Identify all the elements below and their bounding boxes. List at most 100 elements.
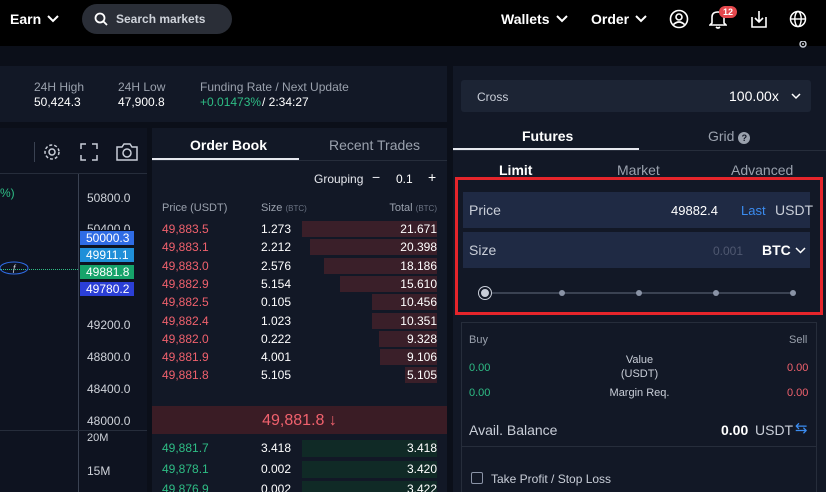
bid-size: 0.002: [261, 461, 292, 476]
chart-settings-button[interactable]: [42, 142, 62, 165]
column-header-price: Price (USDT): [162, 202, 228, 214]
tab-grid[interactable]: Grid ?: [708, 128, 751, 144]
ask-price: 49,882.4: [162, 313, 209, 328]
fullscreen-button[interactable]: [80, 143, 98, 164]
ask-size: 0.222: [261, 331, 292, 346]
order-menu[interactable]: Order: [591, 11, 647, 27]
ask-row[interactable]: 49,883.5 1.273 21.671: [152, 220, 447, 238]
ask-row[interactable]: 49,881.8 5.105 5.105: [152, 366, 447, 384]
ask-price: 49,882.5: [162, 295, 209, 310]
bid-total: 3.418: [406, 441, 437, 455]
leverage-value: 100.00x: [729, 88, 779, 104]
volume-axis-tick: 15M: [87, 464, 111, 478]
svg-text:ƒ: ƒ: [12, 263, 17, 273]
price-label: Price: [469, 202, 501, 218]
size-unit-selector[interactable]: BTC: [762, 242, 791, 258]
price-input[interactable]: Price 49882.4 Last USDT: [463, 192, 813, 228]
depth-bar: [302, 481, 437, 492]
buy-margin: 0.00: [469, 387, 491, 399]
order-form-panel: Cross 100.00x Futures Grid ? Limit Marke…: [453, 66, 826, 492]
sell-header: Sell: [789, 334, 808, 346]
chevron-down-icon: [791, 93, 801, 100]
slider-step-25[interactable]: [559, 290, 565, 296]
ask-row[interactable]: 49,881.9 4.001 9.106: [152, 348, 447, 366]
ask-row[interactable]: 49,883.0 2.576 18.186: [152, 257, 447, 275]
tpsl-checkbox[interactable]: [471, 472, 483, 484]
order-type-limit[interactable]: Limit: [499, 162, 533, 178]
highlight-frame: [455, 177, 823, 315]
chart-toolbar: [0, 128, 147, 174]
search-markets-input[interactable]: Search markets: [82, 4, 232, 34]
ask-price: 49,883.5: [162, 222, 209, 236]
transfer-icon[interactable]: ⇆: [795, 420, 808, 437]
download-button[interactable]: [748, 8, 770, 30]
wallets-menu[interactable]: Wallets: [501, 11, 568, 27]
size-input[interactable]: Size 0.001 BTC: [463, 232, 810, 268]
grouping-increase-button[interactable]: +: [428, 169, 437, 185]
price-chart-panel[interactable]: %) ƒ 50800.0 50400.0 50000.3 49911.1 498…: [0, 128, 147, 492]
ask-row[interactable]: 49,882.9 5.154 15.610: [152, 275, 447, 293]
ask-row[interactable]: 49,882.0 0.222 9.328: [152, 330, 447, 348]
ask-price: 49,881.8: [162, 368, 209, 383]
bid-row[interactable]: 49,881.7 3.418 3.418: [152, 439, 447, 457]
bid-row[interactable]: 49,878.1 0.002 3.420: [152, 460, 447, 478]
bid-total: 3.422: [406, 482, 437, 492]
depth-bar: [379, 330, 437, 347]
24h-low-value: 47,900.8: [118, 95, 165, 109]
price-tag-mark: 49911.1: [80, 248, 134, 262]
ask-price: 49,882.9: [162, 276, 209, 291]
earn-menu[interactable]: Earn: [10, 11, 59, 27]
account-button[interactable]: [668, 8, 690, 30]
column-header-size: Size (BTC): [261, 202, 307, 214]
column-header-total-label: Total: [389, 202, 413, 214]
tab-recent-trades[interactable]: Recent Trades: [329, 137, 421, 153]
slider-step-75[interactable]: [713, 290, 719, 296]
ask-total: 15.610: [400, 276, 437, 291]
bid-size: 0.002: [261, 482, 292, 492]
24h-high-label: 24H High: [34, 80, 85, 94]
size-slider-handle[interactable]: [479, 287, 491, 299]
price-value: 49882.4: [671, 203, 718, 218]
chevron-down-icon: [635, 15, 647, 23]
bid-size: 3.418: [261, 441, 292, 455]
slider-step-100[interactable]: [790, 290, 796, 296]
avail-balance-label: Avail. Balance: [469, 422, 558, 438]
ask-price: 49,882.0: [162, 331, 209, 346]
ask-size: 5.154: [261, 276, 292, 291]
ask-row[interactable]: 49,883.1 2.212 20.398: [152, 238, 447, 256]
tab-futures[interactable]: Futures: [522, 128, 574, 144]
last-price-line: [0, 269, 78, 270]
download-icon: [751, 11, 767, 28]
slider-step-50[interactable]: [636, 290, 642, 296]
snapshot-button[interactable]: [116, 143, 138, 164]
chart-change-fragment: %): [0, 186, 15, 200]
order-type-advanced[interactable]: Advanced: [731, 162, 794, 178]
ask-size: 2.576: [261, 258, 292, 273]
depth-bar: [324, 257, 437, 274]
ask-row[interactable]: 49,882.4 1.023 10.351: [152, 312, 447, 330]
order-type-market[interactable]: Market: [617, 162, 660, 178]
tab-divider: [453, 150, 826, 151]
active-tab-indicator: [152, 158, 299, 160]
column-header-total: Total (BTC): [389, 202, 437, 214]
bid-row[interactable]: 49,876.9 0.002 3.422: [152, 480, 447, 492]
language-button[interactable]: [787, 8, 809, 30]
grouping-decrease-button[interactable]: −: [372, 169, 381, 185]
tab-order-book[interactable]: Order Book: [190, 137, 268, 153]
price-tag-last: 49881.8: [80, 265, 134, 279]
next-update-countdown: / 2:34:27: [262, 95, 309, 109]
order-label: Order: [591, 11, 630, 27]
search-icon: [94, 12, 108, 26]
ask-row[interactable]: 49,882.5 0.105 10.456: [152, 293, 447, 311]
depth-bar: [310, 239, 437, 256]
size-placeholder: 0.001: [713, 244, 744, 258]
layout-settings-button[interactable]: [796, 40, 810, 54]
grouping-value: 0.1: [396, 172, 413, 186]
price-axis-tick: 49200.0: [87, 318, 131, 332]
margin-leverage-selector[interactable]: Cross 100.00x: [461, 80, 811, 112]
ask-price: 49,883.0: [162, 258, 209, 273]
ask-size: 1.023: [261, 313, 292, 328]
price-last-button[interactable]: Last: [741, 203, 766, 218]
24h-high-value: 50,424.3: [34, 95, 81, 109]
mid-price: 49,881.8 ↓: [262, 412, 337, 429]
